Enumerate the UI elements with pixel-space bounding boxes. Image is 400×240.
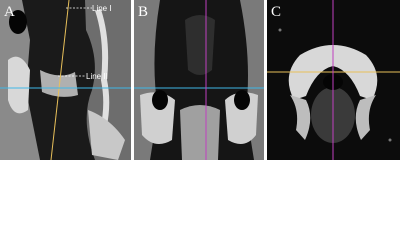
panel-b: B <box>134 0 264 160</box>
figure: Line I Line II A B C <box>0 0 400 160</box>
line-label: Line I <box>92 4 112 13</box>
panel-a: Line I Line II A <box>0 0 131 160</box>
page: {"panels": [ {"label": "A", "annotations… <box>0 0 400 160</box>
panel-label: A <box>4 4 15 20</box>
panel-label: B <box>138 4 148 20</box>
panel-c: C <box>267 0 400 160</box>
line-label: Line II <box>86 72 108 81</box>
panel-label: C <box>271 4 281 20</box>
